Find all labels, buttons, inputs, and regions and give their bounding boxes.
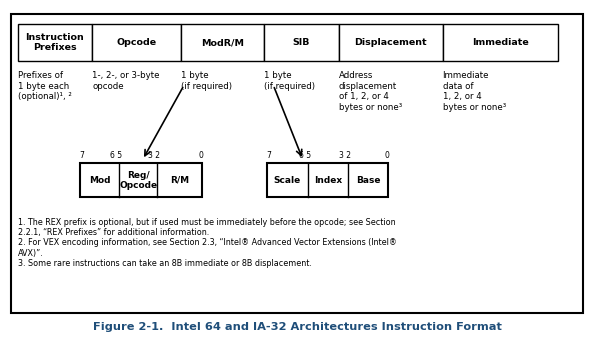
Text: Immediate
data of
1, 2, or 4
bytes or none³: Immediate data of 1, 2, or 4 bytes or no… bbox=[443, 71, 505, 112]
Bar bbox=[80, 163, 202, 197]
Text: 0: 0 bbox=[385, 151, 390, 160]
Bar bbox=[264, 24, 339, 61]
Text: 3 2: 3 2 bbox=[339, 151, 351, 160]
Text: R/M: R/M bbox=[170, 176, 189, 185]
Text: Immediate: Immediate bbox=[472, 38, 529, 47]
Text: 1. The REX prefix is optional, but if used must be immediately before the opcode: 1. The REX prefix is optional, but if us… bbox=[18, 218, 397, 268]
Text: Reg/
Opcode: Reg/ Opcode bbox=[119, 170, 157, 190]
Text: Instruction
Prefixes: Instruction Prefixes bbox=[26, 33, 84, 52]
Text: 7: 7 bbox=[79, 151, 84, 160]
Text: Address
displacement
of 1, 2, or 4
bytes or none³: Address displacement of 1, 2, or 4 bytes… bbox=[339, 71, 402, 112]
Text: 6 5: 6 5 bbox=[110, 151, 122, 160]
Text: 3 2: 3 2 bbox=[148, 151, 160, 160]
Text: Displacement: Displacement bbox=[354, 38, 427, 47]
Text: 1 byte
(if required): 1 byte (if required) bbox=[181, 71, 232, 91]
Text: Index: Index bbox=[314, 176, 342, 185]
Text: 6 5: 6 5 bbox=[299, 151, 311, 160]
Text: ModR/M: ModR/M bbox=[201, 38, 244, 47]
Text: Mod: Mod bbox=[89, 176, 110, 185]
Text: Prefixes of
1 byte each
(optional)¹, ²: Prefixes of 1 byte each (optional)¹, ² bbox=[18, 71, 72, 101]
Text: 1-, 2-, or 3-byte
opcode: 1-, 2-, or 3-byte opcode bbox=[92, 71, 160, 91]
Bar bbox=[181, 24, 264, 61]
Text: Base: Base bbox=[356, 176, 381, 185]
Bar bbox=[339, 24, 443, 61]
Bar bbox=[92, 24, 181, 61]
Text: SIB: SIB bbox=[293, 38, 310, 47]
Text: 0: 0 bbox=[198, 151, 203, 160]
Text: Opcode: Opcode bbox=[116, 38, 157, 47]
Bar bbox=[18, 24, 92, 61]
Bar bbox=[443, 24, 558, 61]
Text: 1 byte
(if required): 1 byte (if required) bbox=[264, 71, 315, 91]
Bar bbox=[11, 14, 583, 313]
Text: Figure 2-1.  Intel 64 and IA-32 Architectures Instruction Format: Figure 2-1. Intel 64 and IA-32 Architect… bbox=[93, 322, 501, 332]
Text: Scale: Scale bbox=[274, 176, 301, 185]
Bar bbox=[267, 163, 388, 197]
Text: 7: 7 bbox=[266, 151, 271, 160]
